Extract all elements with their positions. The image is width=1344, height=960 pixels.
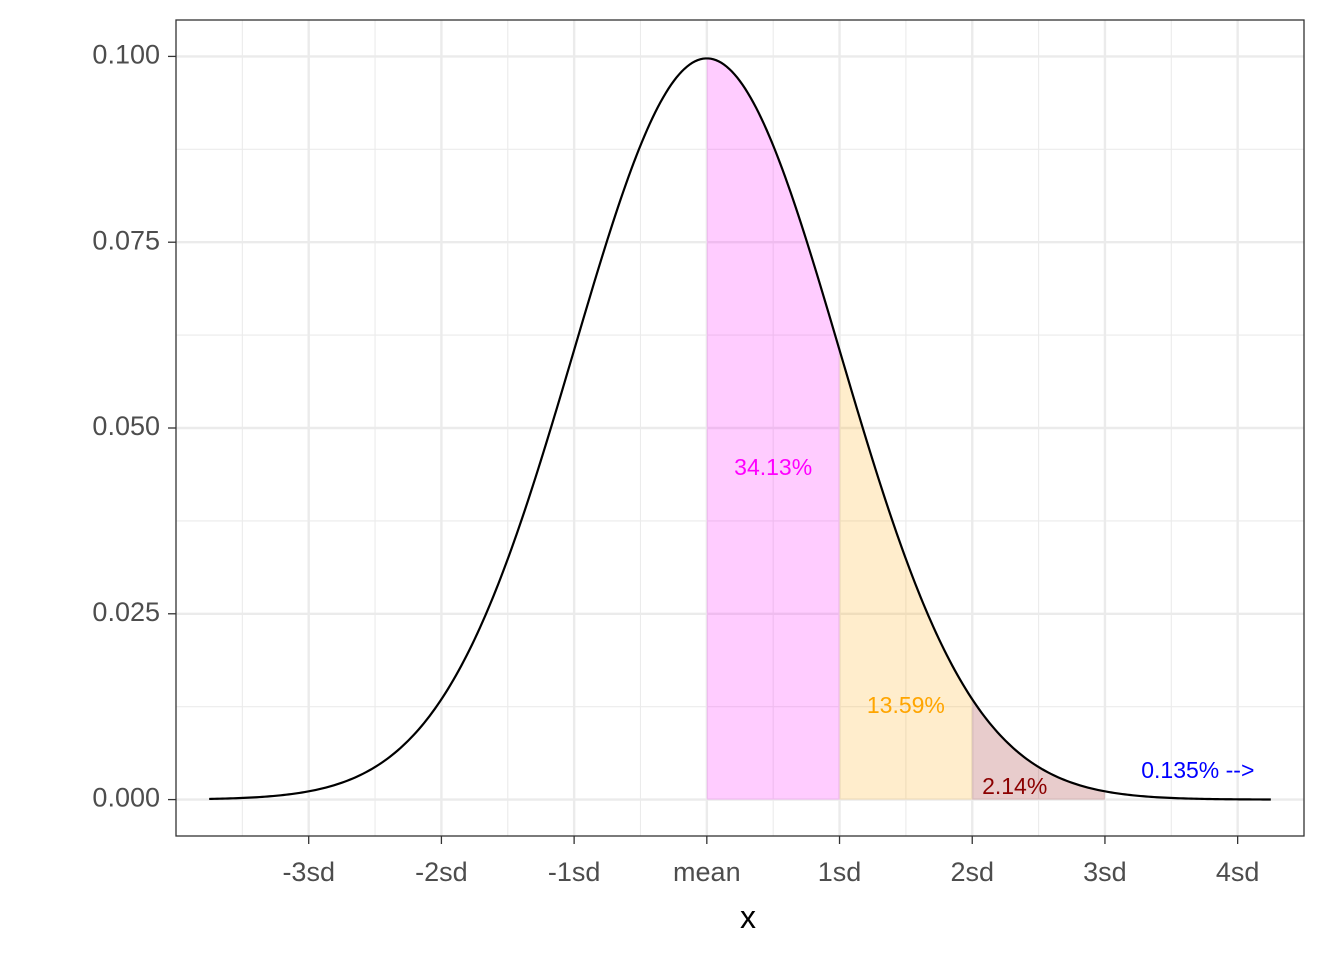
x-axis-title: x	[740, 899, 756, 935]
x-tick-label: mean	[673, 857, 741, 887]
density-curve	[209, 57, 1271, 801]
y-tick-label: 0.025	[92, 597, 160, 627]
annotation-label: 13.59%	[867, 692, 945, 718]
x-tick-label: -3sd	[282, 857, 335, 887]
y-tick-label: 0.050	[92, 411, 160, 441]
x-tick-label: -2sd	[415, 857, 468, 887]
x-tick-label: 1sd	[818, 857, 862, 887]
annotation-label: 34.13%	[734, 454, 812, 480]
x-tick-label: -1sd	[548, 857, 601, 887]
annotation-label: 2.14%	[982, 773, 1047, 799]
shaded-region-3	[972, 699, 1105, 800]
axes-layer: -3sd -2sd -1sd mean 1sd 2sd 3sd 4sd 0.000 0.025 0.…	[92, 40, 1259, 887]
x-tick-label: 3sd	[1083, 857, 1127, 887]
y-tick-label: 0.100	[92, 40, 160, 70]
x-tick-label: 4sd	[1216, 857, 1260, 887]
annotations-layer: 34.13% 13.59% 2.14% 0.135% -->	[734, 454, 1254, 799]
grid-layer	[176, 20, 1305, 836]
annotation-label: 0.135% -->	[1141, 757, 1254, 783]
y-tick-label: 0.075	[92, 225, 160, 255]
x-tick-label: 2sd	[950, 857, 994, 887]
y-tick-label: 0.000	[92, 783, 160, 813]
density-curve-layer	[209, 57, 1271, 801]
